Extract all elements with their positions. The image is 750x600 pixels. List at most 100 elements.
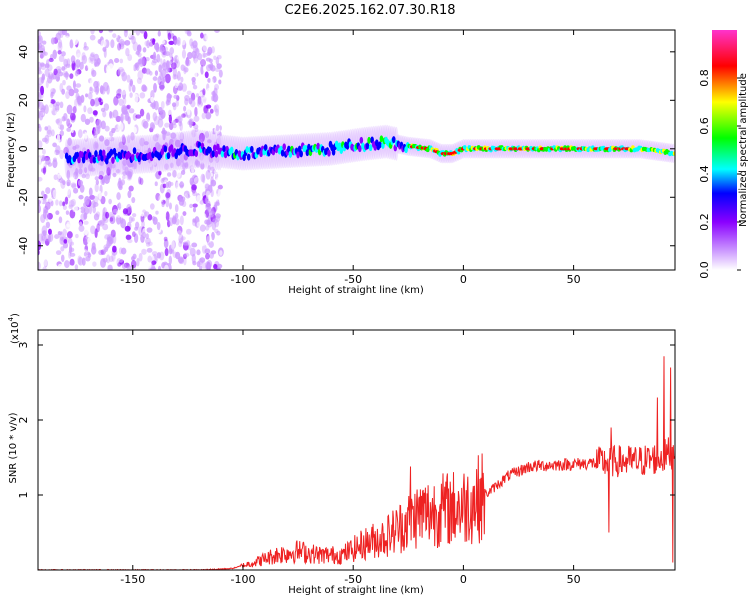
band-halo: [110, 136, 115, 176]
noise-dot: [173, 35, 178, 46]
noise-dot: [217, 32, 224, 38]
noise-dot: [38, 91, 42, 101]
noise-dot: [159, 251, 165, 261]
noise-dot: [77, 179, 83, 187]
noise-dot: [153, 82, 157, 93]
noise-dot: [167, 109, 172, 115]
noise-dot: [83, 45, 89, 51]
noise-dot: [43, 259, 48, 267]
noise-dot: [67, 137, 72, 146]
noise-dot: [79, 121, 84, 127]
band-halo: [133, 135, 138, 175]
noise-dot: [183, 67, 189, 73]
noise-dot: [95, 85, 99, 95]
snr-x-tick-label: 0: [460, 573, 467, 586]
noise-dot: [170, 132, 177, 139]
noise-dot: [126, 74, 131, 83]
noise-dot: [69, 73, 74, 79]
noise-dot: [121, 134, 126, 143]
noise-dot: [201, 76, 206, 83]
noise-dot: [102, 223, 109, 231]
noise-dot: [202, 51, 206, 59]
noise-dot: [154, 70, 159, 76]
noise-dot: [83, 227, 89, 236]
snr-x-tick-label: -150: [120, 573, 145, 586]
noise-dot: [69, 265, 75, 270]
noise-dot: [85, 173, 90, 180]
noise-dot: [199, 151, 205, 161]
noise-dot: [100, 120, 106, 130]
noise-dot: [196, 221, 202, 228]
noise-dot: [98, 30, 104, 34]
noise-dot: [55, 32, 62, 41]
noise-dot: [158, 64, 163, 73]
band-dot: [250, 145, 254, 153]
noise-dot: [130, 132, 135, 141]
noise-dot: [128, 216, 133, 224]
noise-dot: [89, 34, 96, 41]
noise-dot: [59, 226, 64, 233]
band-dot: [132, 147, 137, 155]
noise-dot: [83, 252, 88, 257]
noise-dot: [59, 231, 64, 242]
noise-dot: [217, 184, 223, 190]
noise-dot: [158, 114, 164, 121]
noise-dot: [177, 31, 181, 37]
noise-dot: [109, 110, 113, 119]
noise-dot: [120, 68, 126, 77]
noise-dot: [47, 162, 53, 167]
noise-dot: [191, 129, 197, 138]
noise-dot: [172, 217, 178, 223]
noise-dot: [52, 150, 56, 158]
noise-dot: [116, 209, 122, 218]
noise-dot: [200, 173, 205, 183]
noise-dot: [180, 64, 185, 71]
noise-dot: [38, 123, 41, 128]
noise-dot: [146, 39, 151, 49]
snr-multiplier-close: ): [10, 313, 21, 317]
noise-dot: [112, 109, 119, 119]
noise-dot: [73, 187, 79, 194]
noise-dot: [205, 190, 211, 200]
noise-dot: [93, 53, 100, 62]
noise-dot: [137, 70, 144, 81]
noise-dot: [165, 98, 170, 107]
noise-dot: [83, 220, 89, 225]
noise-dot: [164, 264, 169, 270]
noise-dot: [209, 78, 214, 84]
noise-dot: [205, 253, 210, 260]
noise-dot: [69, 258, 75, 266]
noise-dot: [105, 211, 110, 219]
noise-dot: [208, 64, 212, 69]
noise-dot: [76, 52, 81, 61]
noise-dot: [163, 238, 169, 249]
noise-dot: [203, 105, 209, 114]
noise-dot: [42, 148, 46, 155]
noise-dot: [151, 215, 156, 222]
noise-dot: [209, 252, 215, 259]
noise-dot: [214, 104, 220, 113]
noise-dot: [157, 265, 162, 270]
noise-dot: [69, 112, 76, 121]
band-dot: [331, 148, 336, 156]
noise-dot: [186, 106, 191, 116]
noise-dot: [194, 239, 200, 245]
noise-dot: [109, 217, 114, 222]
noise-dot: [84, 131, 88, 140]
noise-dot: [136, 44, 142, 53]
noise-dot: [136, 77, 142, 85]
noise-dot: [170, 248, 174, 253]
noise-dot: [66, 188, 71, 196]
noise-dot: [84, 167, 88, 174]
noise-dot: [102, 46, 107, 52]
band-dot: [131, 154, 135, 162]
noise-dot: [186, 83, 191, 90]
noise-dot: [107, 49, 114, 57]
noise-dot: [113, 258, 118, 268]
noise-dot: [205, 194, 209, 203]
noise-dot: [38, 204, 41, 214]
noise-dot: [68, 250, 72, 259]
noise-dot: [145, 242, 151, 247]
noise-dot: [94, 142, 99, 149]
noise-dot: [171, 102, 177, 108]
